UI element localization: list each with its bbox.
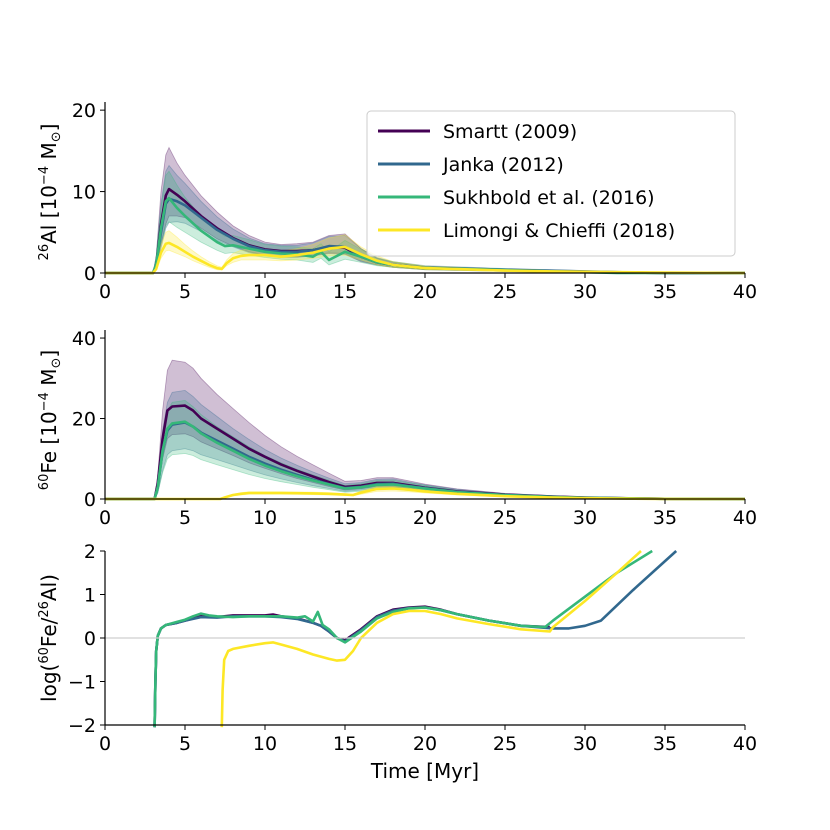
legend-label-janka: Janka (2012) — [442, 154, 564, 176]
x-tick-label: 0 — [99, 281, 111, 303]
x-tick-label: 15 — [333, 733, 357, 755]
x-tick-label: 0 — [99, 507, 111, 529]
series-line-janka-2012 — [153, 550, 678, 728]
band-smartt-2009 — [105, 146, 745, 274]
series-line-sukhbold-et-al-2016 — [105, 420, 746, 501]
x-tick-label: 5 — [179, 281, 191, 303]
x-tick-label: 20 — [413, 281, 437, 303]
legend-label-sukhbold: Sukhbold et al. (2016) — [443, 187, 655, 209]
ylabel-ratio-c: Al) — [37, 574, 61, 601]
series-line-limongi-chieffi-2018 — [105, 241, 746, 275]
panel-ratio: 0 5 10 15 20 25 30 35 40 −2 −1 0 1 2 log(60Fe/26Al) T… — [37, 541, 757, 783]
bands-fe60 — [105, 359, 746, 500]
ylabel-fe60-main: Fe [10 — [37, 411, 61, 473]
x-tick-label: 10 — [253, 281, 277, 303]
ylabel-fe60-close: ] — [37, 350, 61, 358]
ylabel-al26-sun: ⊙ — [49, 131, 64, 142]
xlabel: Time [Myr] — [370, 759, 479, 783]
x-tick-label: 20 — [413, 733, 437, 755]
series-line-sukhbold-et-al-2016 — [153, 549, 653, 728]
series-line-limongi-chieffi-2018 — [220, 550, 642, 728]
legend-frame — [366, 110, 736, 257]
y-tick-label: −1 — [68, 672, 96, 694]
x-tick-label: 30 — [573, 281, 597, 303]
x-tick-label: 30 — [573, 733, 597, 755]
x-tick-label: 25 — [493, 733, 517, 755]
y-tick-label: 20 — [72, 100, 96, 122]
ylabel-fe60-post: M — [37, 369, 61, 393]
ylabel-fe60-exp: −4 — [37, 392, 52, 411]
x-tick-label: 10 — [253, 507, 277, 529]
x-tick-label: 35 — [653, 281, 677, 303]
ylabel-al26-post: M — [37, 142, 61, 166]
panel-fe60: 0 5 10 15 20 25 30 35 40 0 20 40 60Fe [10−4 M⊙] — [37, 328, 757, 529]
ylabel-ratio-b: Fe/ — [37, 617, 61, 647]
legend: Smartt (2009) Janka (2012) Sukhbold et a… — [366, 110, 736, 257]
x-tick-label: 25 — [493, 281, 517, 303]
x-tick-label: 20 — [413, 507, 437, 529]
y-tick-label: 0 — [84, 628, 96, 650]
x-tick-label: 35 — [653, 733, 677, 755]
ylabel-al26: 26Al [10−4 M⊙] — [37, 124, 64, 261]
ylabel-fe60-sup: 60 — [37, 474, 52, 491]
x-tick-label: 15 — [333, 281, 357, 303]
lines-fe60 — [105, 404, 746, 501]
x-tick-label: 35 — [653, 507, 677, 529]
y-tick-label: 0 — [84, 489, 96, 511]
legend-label-limongi: Limongi & Chieffi (2018) — [443, 220, 675, 242]
y-tick-label: −2 — [68, 715, 96, 737]
x-tick-label: 40 — [733, 733, 757, 755]
ylabel-al26-exp: −4 — [37, 166, 52, 185]
ylabel-ratio-a: log( — [37, 664, 61, 702]
ylabel-al26-main: Al [10 — [37, 185, 61, 244]
y-tick-label: 40 — [72, 328, 96, 350]
ylabel-ratio-sup2: 26 — [37, 601, 52, 618]
y-tick-label: 10 — [72, 182, 96, 204]
lines-ratio — [153, 549, 678, 728]
legend-label-smartt: Smartt (2009) — [443, 121, 577, 143]
y-tick-label: 1 — [84, 585, 96, 607]
ylabel-ratio: log(60Fe/26Al) — [37, 574, 61, 702]
series-line-limongi-chieffi-2018 — [105, 487, 746, 501]
y-tick-label: 2 — [84, 541, 96, 563]
ylabel-al26-close: ] — [37, 124, 61, 132]
y-tick-label: 20 — [72, 409, 96, 431]
panel-al26: 0 5 10 15 20 25 30 35 40 0 10 20 26Al [10−4 M⊙] Sma… — [37, 100, 757, 303]
ylabel-fe60-sun: ⊙ — [49, 358, 64, 369]
x-tick-label: 15 — [333, 507, 357, 529]
ylabel-fe60: 60Fe [10−4 M⊙] — [37, 350, 64, 490]
x-tick-label: 5 — [179, 507, 191, 529]
x-tick-label: 30 — [573, 507, 597, 529]
x-tick-label: 0 — [99, 733, 111, 755]
x-tick-label: 5 — [179, 733, 191, 755]
lines-al26 — [105, 187, 746, 275]
x-tick-label: 40 — [733, 281, 757, 303]
x-tick-label: 40 — [733, 507, 757, 529]
axes-al26: 0 5 10 15 20 25 30 35 40 0 10 20 — [72, 100, 757, 303]
axes-fe60: 0 5 10 15 20 25 30 35 40 0 20 40 — [72, 328, 757, 529]
ylabel-al26-sup: 26 — [37, 244, 52, 261]
axes-ratio: 0 5 10 15 20 25 30 35 40 −2 −1 0 1 2 — [68, 541, 757, 755]
x-tick-label: 25 — [493, 507, 517, 529]
ylabel-ratio-sup1: 60 — [37, 647, 52, 664]
y-tick-label: 0 — [84, 263, 96, 285]
x-tick-label: 10 — [253, 733, 277, 755]
